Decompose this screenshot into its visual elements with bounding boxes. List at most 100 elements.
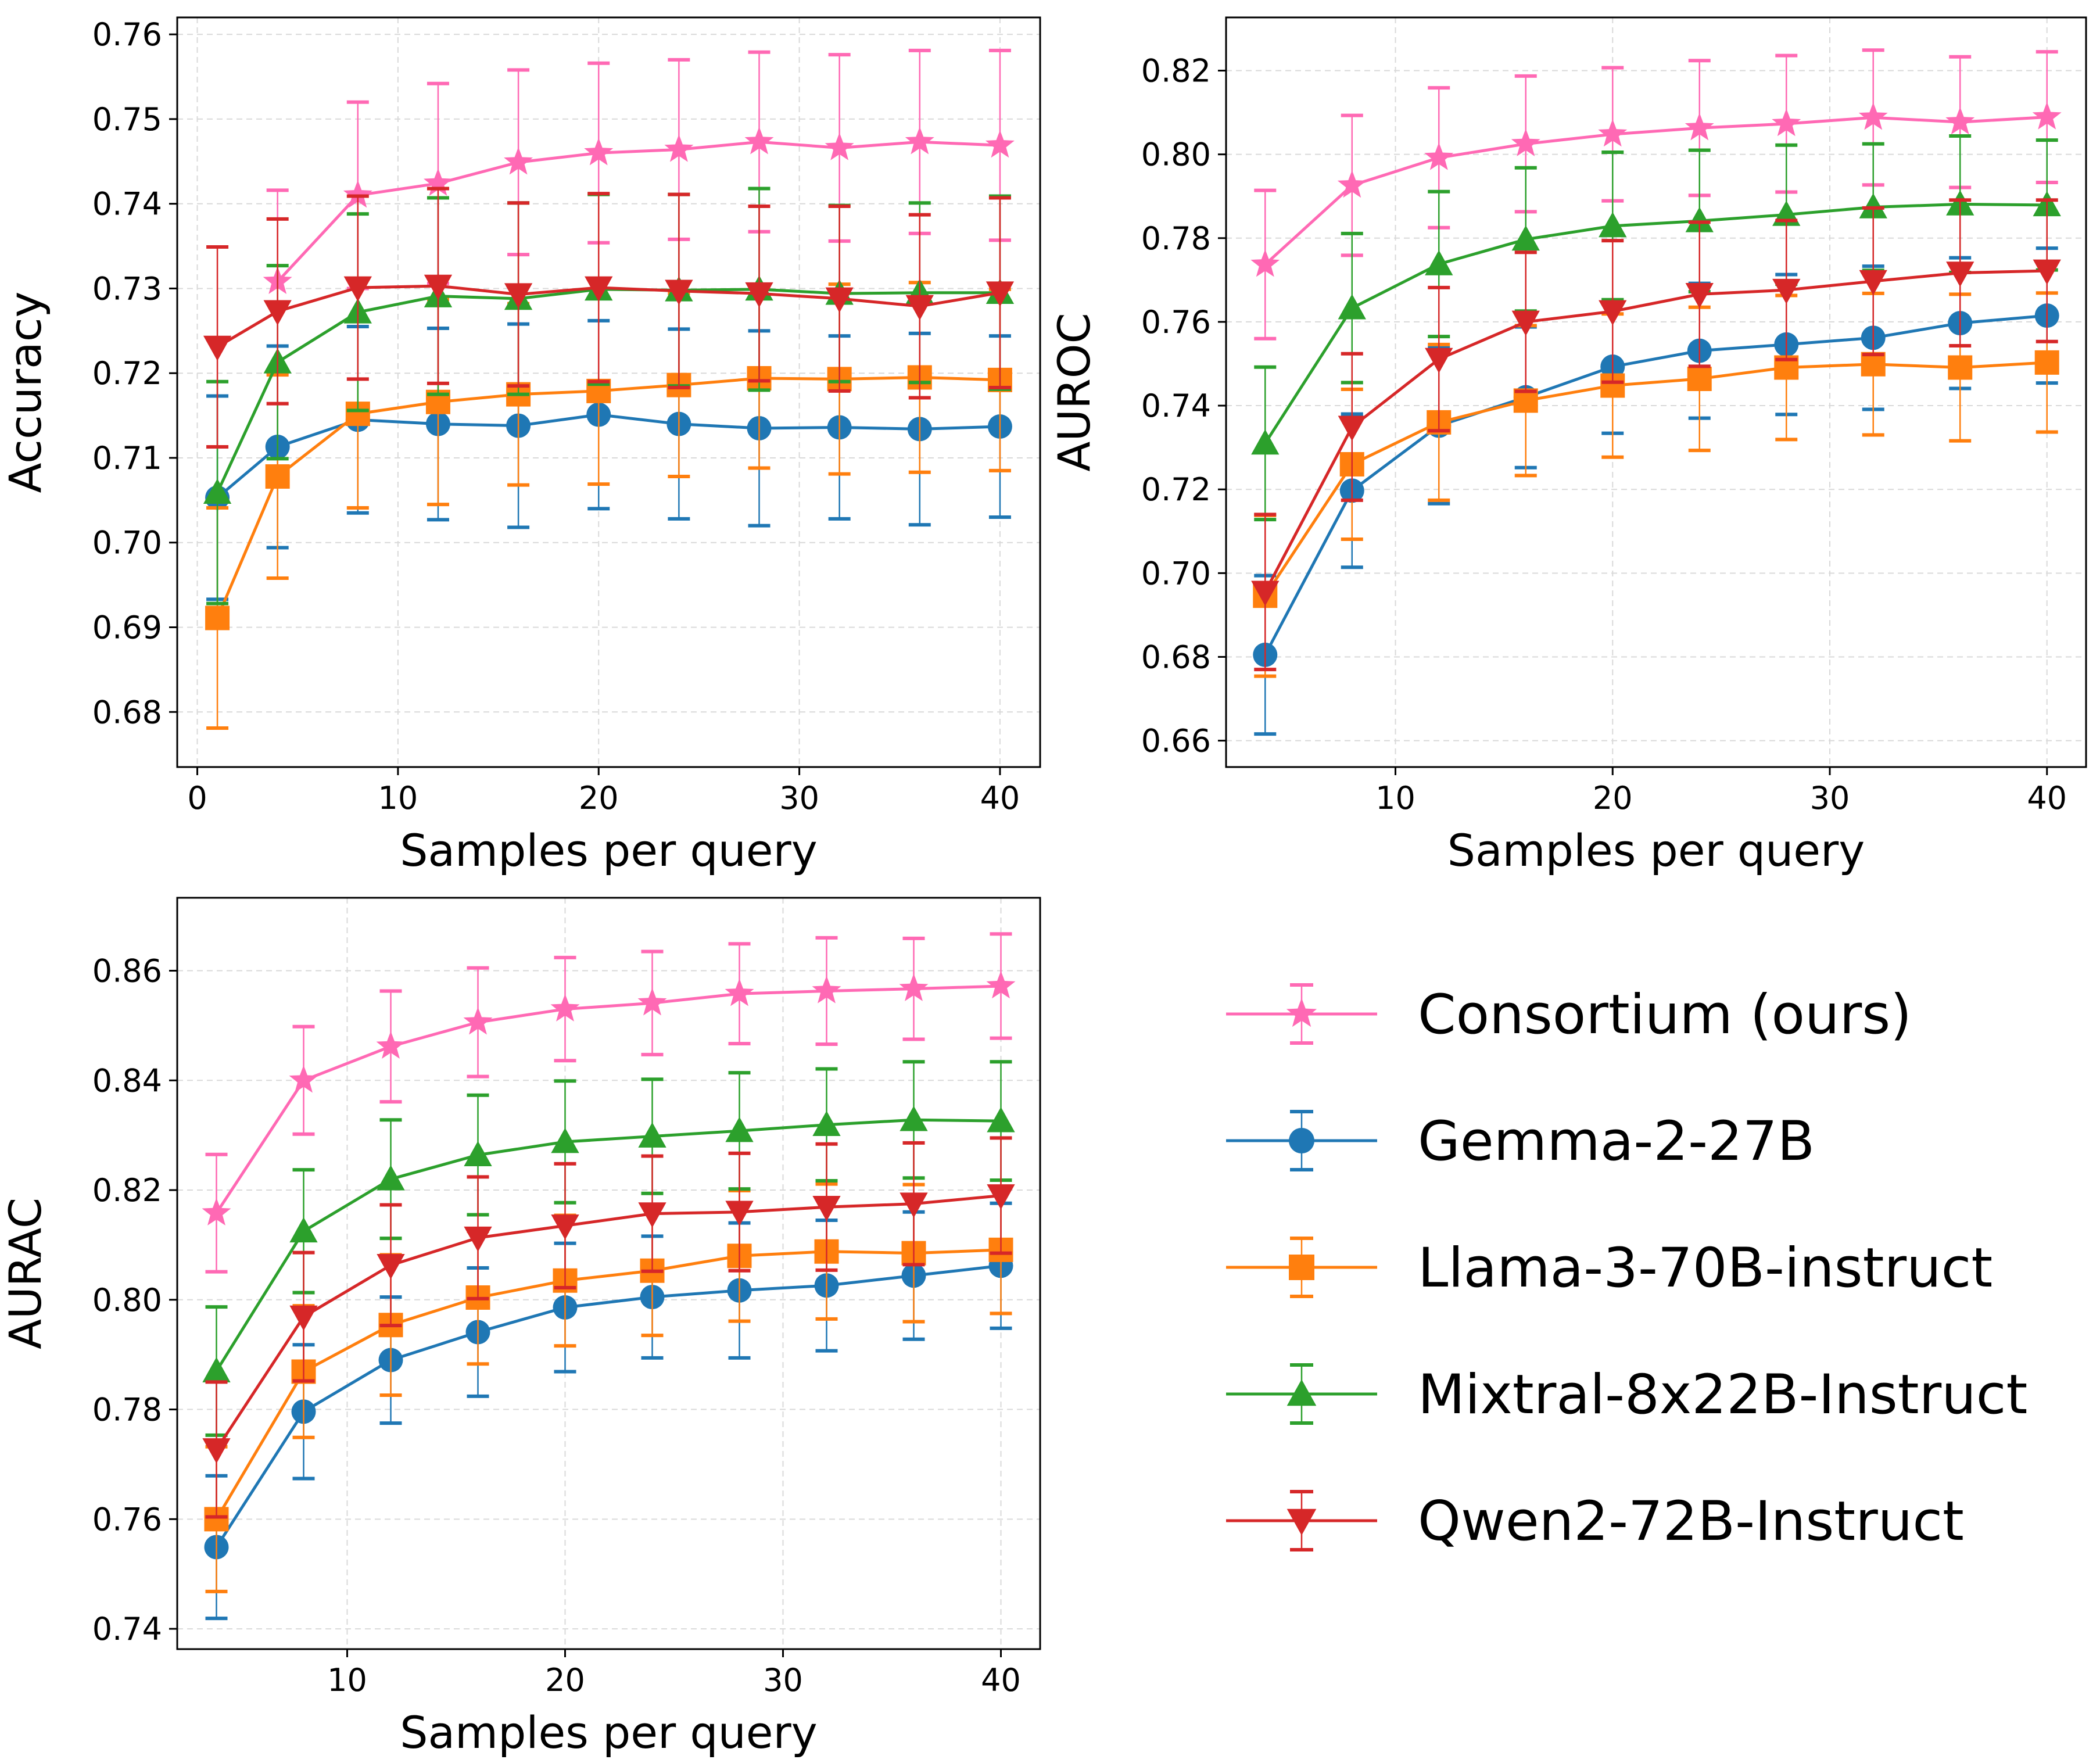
series-line xyxy=(1264,361,2047,597)
series-2 xyxy=(204,1182,1013,1593)
data-point xyxy=(345,402,370,427)
y-tick-label: 0.70 xyxy=(92,525,162,561)
data-point xyxy=(1687,366,1712,391)
data-point xyxy=(725,978,754,1006)
x-tick-label: 10 xyxy=(327,1662,367,1698)
series-0 xyxy=(263,48,1015,375)
x-tick-label: 20 xyxy=(579,780,619,816)
legend-marker xyxy=(1289,1128,1314,1153)
data-point xyxy=(1598,119,1628,147)
series-line xyxy=(215,984,1001,1214)
data-point xyxy=(376,1031,406,1059)
x-axis-label: Samples per query xyxy=(400,1707,818,1758)
y-tick-label: 0.86 xyxy=(92,953,162,990)
data-point xyxy=(2034,350,2059,375)
plot-frame xyxy=(176,16,1041,768)
data-point xyxy=(1424,142,1454,170)
data-point xyxy=(1772,278,1801,304)
data-point xyxy=(202,1357,231,1382)
data-point xyxy=(899,973,929,1001)
y-tick-label: 0.76 xyxy=(92,16,162,53)
data-point xyxy=(1338,415,1366,441)
x-tick-label: 0 xyxy=(187,780,207,816)
series-line xyxy=(1264,202,2047,445)
data-point xyxy=(1599,212,1627,238)
data-point xyxy=(812,1110,841,1137)
data-point xyxy=(900,1106,928,1131)
data-point xyxy=(986,970,1016,999)
series-1 xyxy=(1253,246,2059,736)
plot-frame xyxy=(1225,16,2087,768)
y-tick-label: 0.70 xyxy=(1141,555,1211,592)
legend-label: Llama-3-70B-instruct xyxy=(1418,1237,1993,1300)
data-point xyxy=(205,605,230,630)
series-2 xyxy=(1253,291,2059,678)
data-point xyxy=(905,127,934,155)
data-point xyxy=(1425,250,1453,275)
data-point xyxy=(265,464,290,489)
data-point xyxy=(900,1192,928,1218)
y-tick-label: 0.75 xyxy=(92,101,162,138)
series-2 xyxy=(205,281,1012,730)
data-point xyxy=(343,276,372,302)
x-axis-label: Samples per query xyxy=(400,825,818,876)
data-point xyxy=(2033,259,2061,285)
series-4 xyxy=(1251,198,2061,672)
x-tick-label: 20 xyxy=(1593,780,1633,816)
data-point xyxy=(202,1438,231,1464)
y-tick-label: 0.84 xyxy=(92,1062,162,1099)
data-point xyxy=(504,283,533,309)
data-point xyxy=(1511,225,1540,251)
y-tick-label: 0.66 xyxy=(1141,723,1211,759)
series-line xyxy=(276,140,1001,283)
x-axis-label: Samples per query xyxy=(1447,825,1865,876)
y-axis-label: AUROC xyxy=(1048,313,1100,471)
series-line xyxy=(215,1118,1001,1372)
series-line xyxy=(215,1264,1001,1548)
data-point xyxy=(1338,293,1366,320)
chart-legend: Consortium (ours) Gemma-2-27B Llama-3-70B-… xyxy=(1226,983,2027,1553)
series-4 xyxy=(203,187,1015,449)
legend-marker xyxy=(1286,1508,1317,1536)
data-point xyxy=(551,1214,579,1240)
series-line xyxy=(215,1194,1001,1450)
data-point xyxy=(289,1217,318,1243)
x-tick-label: 10 xyxy=(378,780,418,816)
data-point xyxy=(289,1065,318,1093)
y-axis-label: AURAC xyxy=(0,1198,51,1349)
chart-panel-top-right: 10 20 30 40 0.66 0.68 0.70 0.72 0.74 0.76 0.78 0.80… xyxy=(1048,16,2087,876)
legend-marker xyxy=(1286,998,1317,1027)
data-point xyxy=(745,282,773,308)
y-axis-label: Accuracy xyxy=(0,292,51,493)
data-point xyxy=(825,287,854,313)
legend-entry: Llama-3-70B-instruct xyxy=(1226,1237,1993,1300)
data-point xyxy=(1337,170,1367,198)
y-tick-label: 0.72 xyxy=(1141,471,1211,508)
data-point xyxy=(1685,207,1714,232)
data-point xyxy=(986,281,1015,307)
data-point xyxy=(744,127,774,155)
data-point xyxy=(987,1184,1015,1210)
data-point xyxy=(812,976,841,1004)
data-point xyxy=(725,1201,754,1226)
data-point xyxy=(985,130,1015,158)
x-tick-label: 20 xyxy=(545,1662,585,1698)
data-point xyxy=(2032,102,2062,130)
legend-entry: Mixtral-8x22B-Instruct xyxy=(1226,1363,2027,1427)
data-point xyxy=(665,280,693,305)
data-point xyxy=(1251,429,1280,455)
data-point xyxy=(1859,193,1887,218)
chart-panel-top-left: 0 10 20 30 40 0.68 0.69 0.70 0.71 0.72 0.73 0.74 0.7… xyxy=(0,16,1041,876)
data-point xyxy=(1945,106,1975,135)
data-point xyxy=(203,335,232,361)
y-tick-label: 0.73 xyxy=(92,270,162,307)
series-4 xyxy=(202,1136,1015,1519)
data-point xyxy=(584,137,614,166)
data-point xyxy=(423,168,453,196)
legend-label: Consortium (ours) xyxy=(1418,983,1912,1047)
x-tick-label: 30 xyxy=(1810,780,1850,816)
data-point xyxy=(1600,373,1625,398)
data-point xyxy=(1858,102,1888,130)
data-point xyxy=(464,1141,492,1166)
